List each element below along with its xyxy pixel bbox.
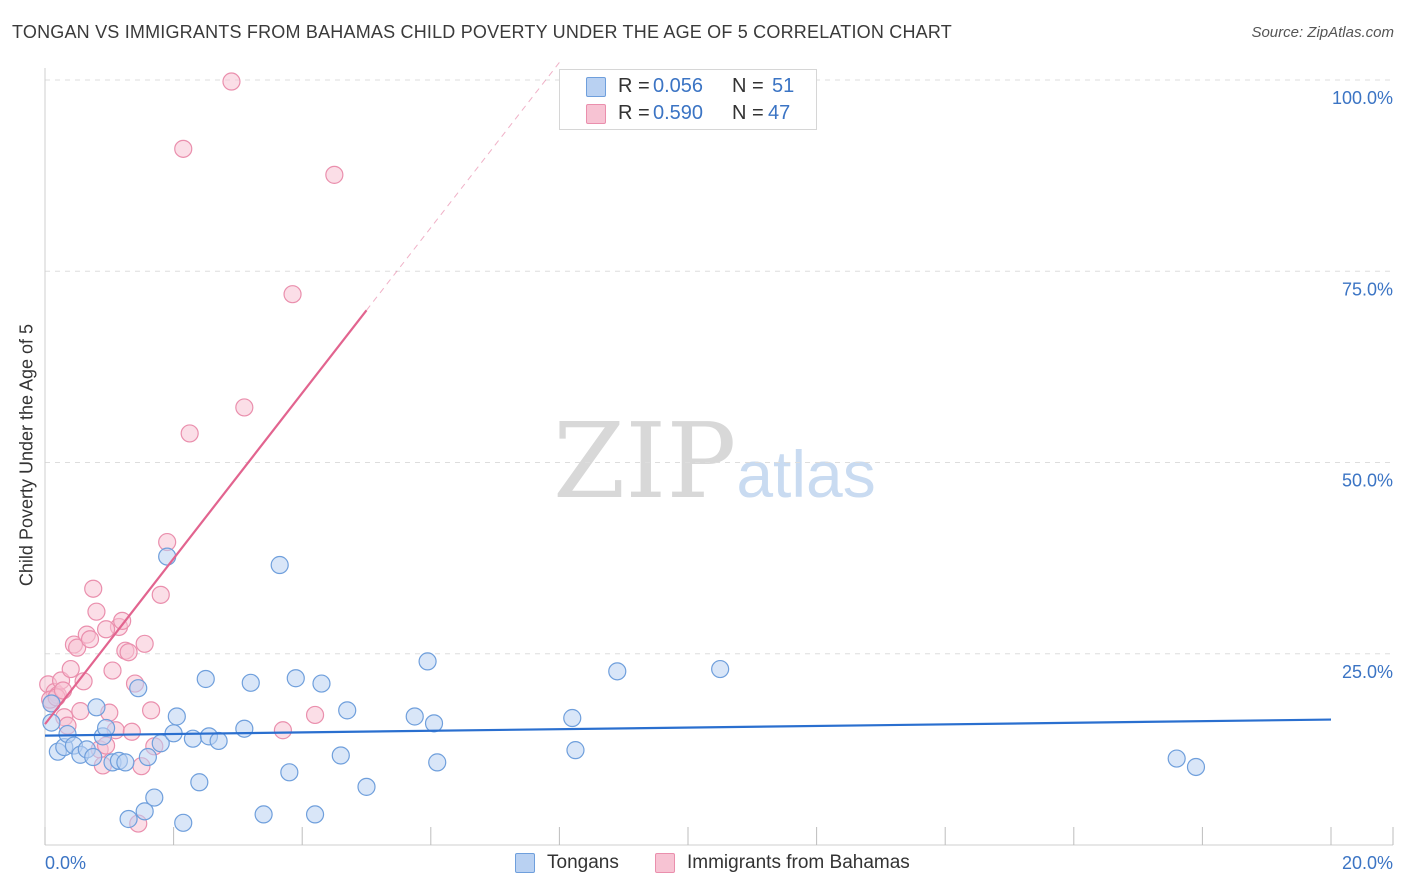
chart-title: TONGAN VS IMMIGRANTS FROM BAHAMAS CHILD … (12, 22, 952, 42)
data-point (338, 701, 357, 720)
data-point (286, 669, 305, 688)
data-point (608, 662, 627, 681)
x-tick-label: 20.0% (1342, 853, 1393, 873)
data-point (273, 721, 293, 740)
data-point (424, 714, 444, 733)
data-point (283, 285, 302, 304)
y-tick-label: 25.0% (1342, 662, 1393, 682)
y-tick-label: 50.0% (1342, 471, 1393, 491)
x-tick-label: 0.0% (45, 853, 86, 873)
y-axis-label: Child Poverty Under the Age of 5 (16, 323, 37, 587)
data-point (151, 585, 170, 604)
bottom-legend-label: Immigrants from Bahamas (687, 852, 910, 873)
data-point (235, 398, 254, 417)
data-point (1167, 749, 1186, 768)
data-point (84, 747, 103, 767)
data-point (119, 643, 138, 662)
grid-layer (45, 79, 1393, 655)
data-point (80, 630, 100, 649)
correlation-legend: R = 0.056 N = 51 R = 0.590 N = 47 (559, 69, 817, 130)
axis-layer (44, 68, 1394, 846)
data-point (119, 809, 138, 829)
data-point (96, 718, 116, 738)
data-point (96, 620, 116, 639)
data-point (138, 747, 157, 767)
data-point (428, 753, 447, 772)
tongan-trend-line (44, 718, 1332, 737)
data-point (68, 638, 87, 657)
data-point (418, 652, 437, 671)
data-point (122, 722, 141, 741)
data-point (196, 669, 215, 689)
data-point (71, 702, 90, 721)
legend-n-label: N = (732, 102, 764, 124)
bottom-legend-swatch-pink (655, 853, 675, 873)
y-tick-label: 75.0% (1342, 279, 1393, 299)
data-point (325, 165, 344, 184)
data-point (566, 741, 585, 760)
data-point (167, 707, 186, 726)
bottom-legend-label: Tongans (547, 852, 619, 873)
source-label: Source: ZipAtlas.com (1251, 24, 1394, 41)
legend-r-label: R = (618, 102, 650, 124)
y-tick-label: 100.0% (1332, 88, 1393, 108)
legend-n-value: 47 (768, 102, 791, 124)
tongan-points (42, 547, 1206, 832)
legend-r-value: 0.590 (653, 102, 704, 124)
data-point (180, 424, 199, 443)
data-point (113, 611, 132, 630)
data-point (331, 746, 350, 765)
legend-n-value: 51 (772, 75, 795, 97)
tick-label-layer: 25.0% 50.0% 75.0% 100.0% 0.0% 20.0% (45, 88, 1393, 873)
data-point (222, 72, 241, 91)
data-point (235, 719, 254, 738)
bahamas-points (39, 72, 344, 833)
data-point (280, 763, 299, 782)
legend-r-value: 0.056 (653, 75, 704, 97)
trend-layer (44, 62, 1332, 737)
data-point (563, 708, 582, 728)
data-point (241, 673, 260, 692)
legend-r-label: R = (618, 75, 650, 97)
data-point (87, 698, 106, 717)
data-point (141, 701, 161, 720)
data-point (135, 634, 154, 653)
legend-swatch-pink (586, 104, 606, 124)
legend-swatch-blue (586, 77, 606, 97)
data-point (174, 139, 193, 158)
data-point (305, 805, 325, 824)
data-point (87, 602, 106, 621)
bahamas-trend-line (44, 309, 368, 725)
data-point (357, 777, 376, 796)
data-point (312, 674, 331, 693)
data-point (209, 731, 228, 751)
data-point (305, 705, 325, 725)
data-point (145, 788, 164, 807)
data-point (135, 802, 154, 821)
data-point (270, 555, 289, 575)
data-point (254, 805, 273, 824)
bahamas-trend-extension (366, 62, 560, 311)
data-point (190, 773, 209, 792)
data-point (116, 753, 135, 772)
data-point (405, 707, 424, 726)
data-point (174, 813, 193, 832)
data-point (61, 659, 80, 679)
data-point (711, 659, 730, 679)
data-point (158, 547, 177, 566)
data-point (84, 579, 103, 598)
data-point (103, 661, 122, 680)
data-point (129, 679, 148, 698)
legend-n-label: N = (732, 75, 764, 97)
data-point (1186, 757, 1206, 777)
bottom-legend-swatch-blue (515, 853, 535, 873)
